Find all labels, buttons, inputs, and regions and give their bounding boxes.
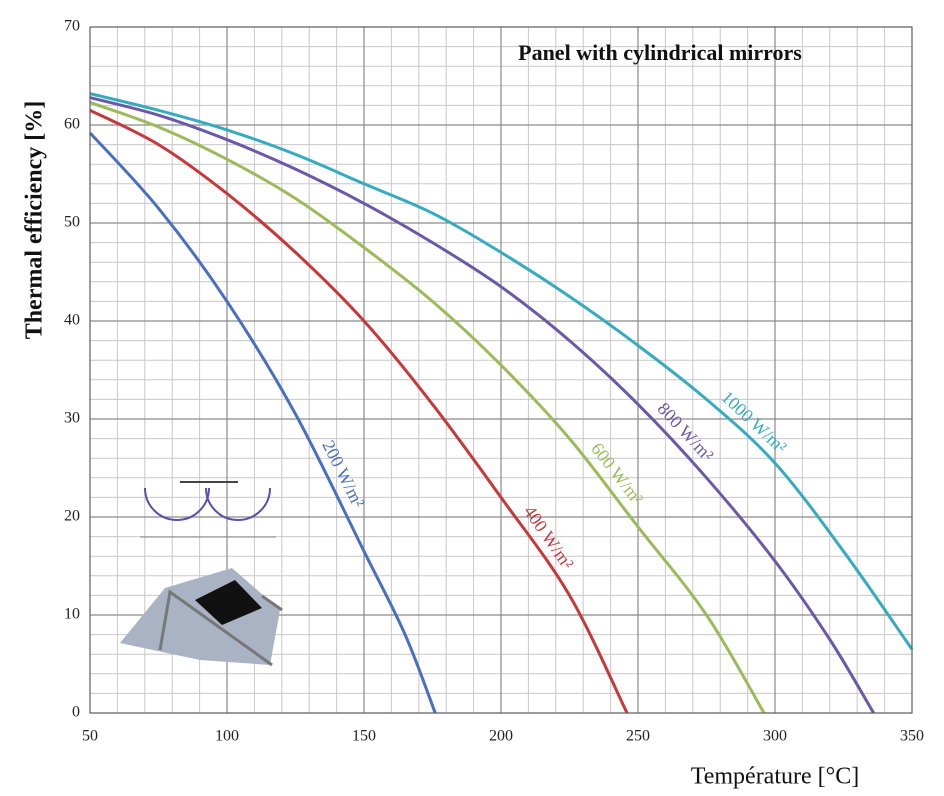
y-tick-label: 70	[64, 18, 80, 35]
mirror-arc	[144, 487, 210, 521]
x-tick-label: 300	[763, 728, 787, 745]
series-line	[89, 96, 875, 714]
x-tick-label: 250	[626, 728, 650, 745]
x-tick-label: 100	[215, 728, 239, 745]
y-tick-label: 40	[64, 312, 80, 329]
chart-title: Panel with cylindrical mirrors	[518, 40, 802, 65]
y-tick-label: 30	[64, 410, 80, 427]
panel-photo	[120, 568, 283, 667]
panel-frame	[261, 594, 283, 612]
panel-frame	[158, 589, 273, 667]
series-line	[89, 101, 766, 714]
mirror-arc	[205, 487, 271, 521]
plot-frame	[89, 26, 913, 714]
x-tick-label: 200	[489, 728, 513, 745]
illustration	[140, 481, 276, 538]
y-tick-label: 60	[64, 116, 80, 133]
y-tick-label: 50	[64, 214, 80, 231]
series-line	[89, 108, 629, 714]
x-axis-label: Température [°C]	[691, 764, 860, 790]
y-tick-label: 10	[64, 606, 80, 623]
y-tick-label: 20	[64, 508, 80, 525]
grid	[89, 26, 913, 714]
series-line	[88, 131, 437, 714]
y-tick-label: 0	[72, 704, 80, 721]
x-tick-label: 150	[352, 728, 376, 745]
x-tick-label: 50	[82, 728, 98, 745]
x-tick-label: 350	[900, 728, 924, 745]
panel-glass	[195, 580, 262, 625]
series-line	[89, 92, 914, 651]
y-axis-label: Thermal efficiency [%]	[22, 101, 48, 340]
